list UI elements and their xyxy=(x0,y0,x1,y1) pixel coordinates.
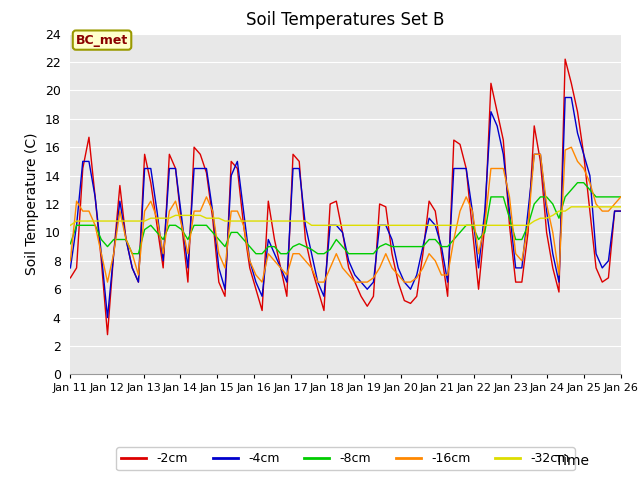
Legend: -2cm, -4cm, -8cm, -16cm, -32cm: -2cm, -4cm, -8cm, -16cm, -32cm xyxy=(116,447,575,470)
Title: Soil Temperatures Set B: Soil Temperatures Set B xyxy=(246,11,445,29)
Text: BC_met: BC_met xyxy=(76,34,128,47)
Y-axis label: Soil Temperature (C): Soil Temperature (C) xyxy=(25,133,39,275)
Text: Time: Time xyxy=(555,454,589,468)
